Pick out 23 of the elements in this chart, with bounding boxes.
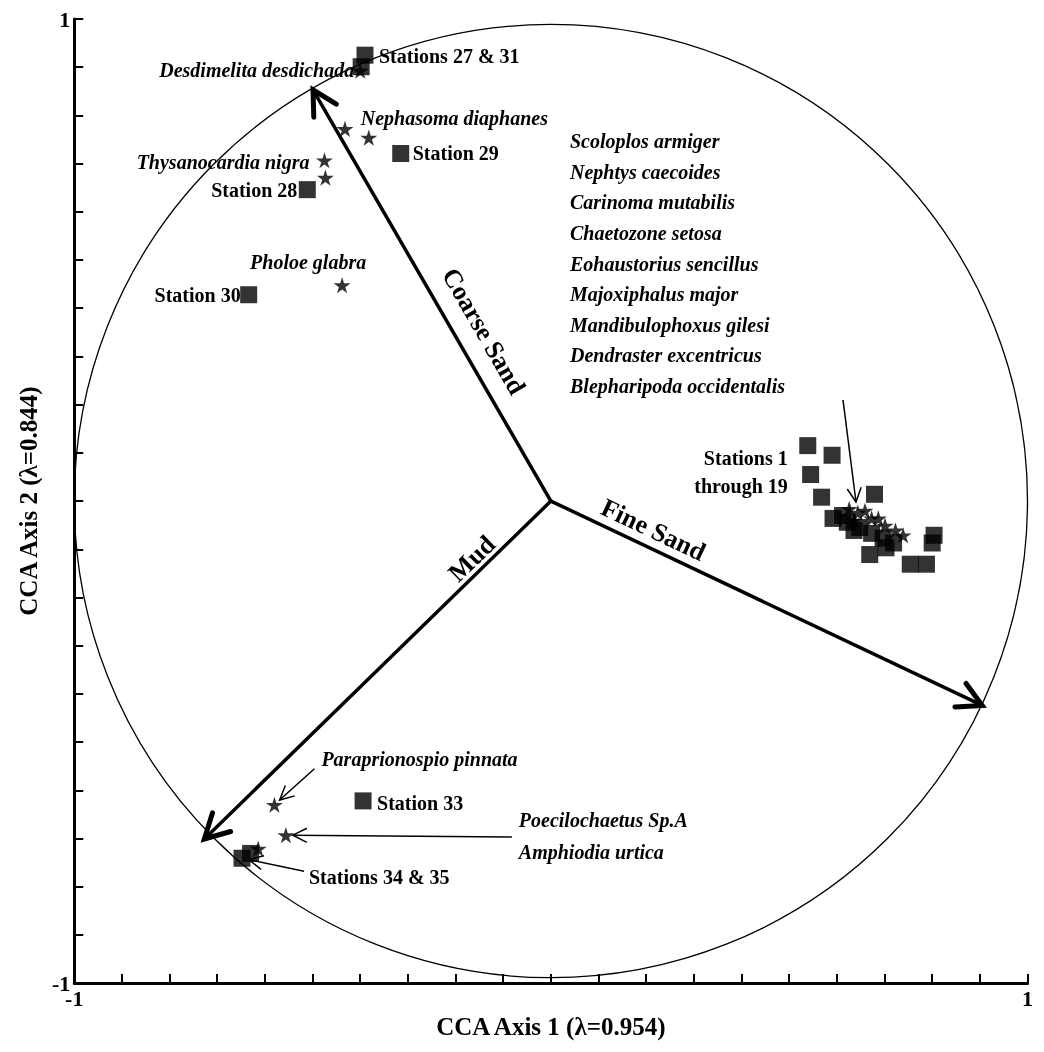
annotation: Nephasoma diaphanes xyxy=(359,106,549,130)
annotation: Amphiodia urtica xyxy=(516,841,664,865)
annotation: Eohaustorius sencillus xyxy=(569,252,759,275)
annotation: Station 33 xyxy=(377,791,464,814)
annotation: Poecilochaetus Sp.A xyxy=(517,809,688,833)
annotation: Blepharipoda occidentalis xyxy=(569,375,786,398)
annotation: Majoxiphalus major xyxy=(569,283,739,307)
annotation: Stations 1 xyxy=(703,446,788,469)
annotation: Station 29 xyxy=(412,142,499,165)
annotation: Dendraster excentricus xyxy=(569,344,762,367)
annotation: Station 28 xyxy=(211,178,298,201)
y-axis-title: CCA Axis 2 (λ=0.844) xyxy=(15,386,43,616)
annotation: Chaetozone setosa xyxy=(570,222,722,244)
x-axis-title: CCA Axis 1 (λ=0.954) xyxy=(436,1013,666,1041)
annotation: Pholoe glabra xyxy=(249,251,367,275)
annotation: Station 30 xyxy=(154,283,241,306)
annotation: Mandibulophoxus gilesi xyxy=(569,313,770,337)
annotation: Nephtys caecoides xyxy=(569,160,721,184)
annotation: Stations 27 & 31 xyxy=(378,45,520,68)
annotation: Scoloplos armiger xyxy=(570,130,720,154)
annotation: Carinoma mutabilis xyxy=(570,191,736,214)
annotation: Stations 34 & 35 xyxy=(309,866,450,889)
annotation: Paraprionospio pinnata xyxy=(320,747,518,771)
